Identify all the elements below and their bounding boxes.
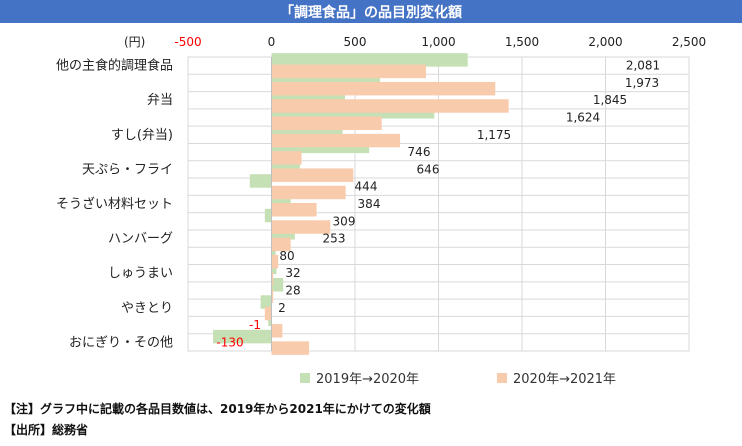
data-label: 384: [358, 197, 381, 211]
bar-2020-2021: [271, 185, 346, 200]
data-label: 28: [285, 283, 300, 297]
category-label: 天ぷら・フライ: [82, 162, 173, 177]
bar-2019-2020: [271, 53, 468, 67]
data-label: 1,973: [625, 76, 659, 90]
bar-2020-2021: [271, 151, 302, 165]
data-label: 444: [355, 180, 378, 194]
category-label: すし(弁当): [111, 128, 173, 143]
category-label: ハンバーグ: [108, 232, 173, 247]
legend: 2019年→2020年 2020年→2021年: [0, 368, 742, 388]
bar-2020-2021: [271, 220, 331, 234]
bar-2020-2021: [271, 116, 382, 131]
legend-label-2019-2020: 2019年→2020年: [316, 372, 420, 387]
data-label: 2,081: [626, 59, 660, 73]
x-tick-label: 1,000: [421, 35, 455, 49]
data-label: 309: [333, 214, 356, 228]
category-label: しゅうまい: [108, 266, 173, 281]
bar-2020-2021: [271, 203, 317, 217]
category-label: 他の主食的調理食品: [56, 58, 173, 74]
x-tick-label: 2,500: [672, 35, 706, 49]
data-label: 253: [323, 232, 346, 246]
bar-2019-2020: [213, 329, 272, 344]
bar-2020-2021: [271, 168, 354, 182]
data-label: 646: [417, 162, 440, 176]
bar-chart: (円) -500 0 500 1,000 1,500 2,000 2,500 他の主食的調理食品…: [56, 35, 706, 355]
bar-2020-2021: [271, 99, 509, 113]
bar-2020-2021: [271, 81, 496, 96]
bar-2020-2021: [271, 64, 426, 79]
x-tick-label: -500: [174, 35, 201, 49]
bar-2019-2020: [264, 208, 272, 223]
legend-label-2020-2021: 2020年→2021年: [513, 372, 617, 387]
data-label: -1: [249, 318, 261, 332]
legend-item-2020-2021: 2020年→2021年: [497, 368, 616, 387]
bar-2019-2020: [271, 277, 284, 292]
category-label: おにぎり・その他: [69, 335, 173, 350]
data-label: 80: [279, 249, 294, 263]
legend-item-2019-2020: 2019年→2020年: [300, 368, 419, 387]
data-label: 746: [408, 145, 431, 159]
category-label: 弁当: [147, 93, 173, 108]
x-tick-label: 500: [344, 35, 367, 49]
chart-title: 「調理食品」の品目別変化額: [0, 0, 742, 23]
bar-2020-2021: [271, 324, 283, 338]
data-label: -130: [216, 335, 243, 349]
bar-2020-2021: [271, 289, 274, 303]
unit-label: (円): [124, 35, 145, 49]
bar-2020-2021: [264, 306, 272, 321]
data-label: 1,845: [593, 93, 627, 107]
x-tick-label: 0: [268, 35, 276, 49]
bar-2020-2021: [271, 133, 401, 148]
bar-2020-2021: [271, 254, 279, 269]
x-tick-label: 1,500: [505, 35, 539, 49]
x-tick-label: 2,000: [588, 35, 622, 49]
bar-2020-2021: [271, 341, 310, 355]
bar-2019-2020: [260, 295, 272, 309]
legend-swatch-green: [300, 372, 310, 383]
legend-swatch-orange: [497, 372, 507, 383]
category-label: そうざい材料セット: [56, 196, 173, 212]
data-label: 2: [278, 301, 286, 315]
data-label: 1,175: [477, 128, 511, 142]
category-label: やきとり: [121, 301, 173, 316]
footnote: 【注】グラフ中に記載の各品目数値は、2019年から2021年にかけての変化額: [4, 402, 431, 416]
bar-2020-2021: [271, 272, 274, 286]
bar-2019-2020: [249, 174, 272, 188]
data-label: 1,624: [566, 111, 600, 125]
data-label: 32: [285, 266, 300, 280]
bar-2020-2021: [271, 237, 291, 252]
source-note: 【出所】総務省: [4, 423, 89, 437]
